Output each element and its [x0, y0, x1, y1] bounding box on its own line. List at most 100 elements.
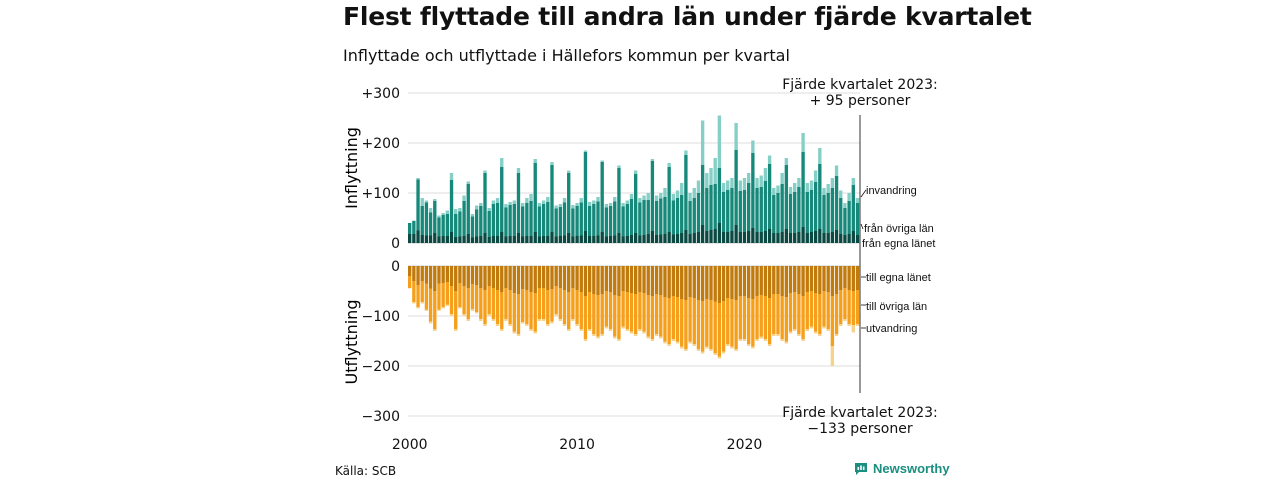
- bar-in-own-county: [558, 236, 563, 243]
- bar-in-other-counties: [412, 221, 416, 234]
- bar-out-other-counties: [654, 294, 659, 334]
- bar-in-other-counties: [834, 176, 839, 230]
- bar-out-own-county: [437, 266, 441, 284]
- bar-out-other-counties: [818, 294, 822, 334]
- bar-out-emigration: [587, 329, 592, 331]
- bar-out-emigration: [479, 319, 483, 321]
- bar-in-own-county: [705, 231, 709, 243]
- bar-in-immigration: [813, 170, 818, 182]
- bar-out-emigration: [420, 302, 424, 304]
- y-tick-label: −100: [362, 309, 400, 325]
- y-tick-label: −200: [362, 359, 400, 375]
- bar-in-other-counties: [433, 201, 437, 233]
- bar-in-other-counties: [428, 212, 433, 236]
- bar-in-other-counties: [713, 184, 717, 229]
- bar-in-own-county: [500, 232, 504, 243]
- bar-out-own-county: [487, 266, 491, 286]
- bar-in-other-counties: [747, 183, 751, 231]
- bar-out-emigration: [772, 334, 776, 336]
- bar-in-other-counties: [805, 192, 809, 233]
- bar-out-emigration: [784, 341, 789, 344]
- bar-in-own-county: [696, 232, 701, 243]
- bar-in-immigration: [696, 180, 701, 193]
- bar-in-immigration: [592, 200, 596, 204]
- bar-in-own-county: [625, 236, 629, 243]
- bar-in-own-county: [763, 231, 768, 243]
- bar-in-immigration: [767, 155, 772, 164]
- bar-in-own-county: [659, 234, 663, 243]
- bar-out-own-county: [755, 266, 759, 296]
- bar-in-other-counties: [667, 167, 671, 232]
- bar-out-other-counties: [793, 292, 797, 329]
- bar-in-immigration: [747, 173, 751, 183]
- annotation-top-line2: + 95 personer: [809, 93, 911, 109]
- bar-out-own-county: [700, 266, 705, 301]
- bar-out-own-county: [529, 266, 533, 292]
- bar-in-other-counties: [788, 194, 793, 233]
- x-tick-label: 2010: [559, 437, 595, 453]
- bar-out-other-counties: [634, 294, 638, 334]
- bar-out-own-county: [583, 266, 588, 296]
- bar-out-emigration: [721, 351, 726, 354]
- bar-out-emigration: [516, 334, 521, 336]
- bar-in-other-counties: [638, 202, 642, 236]
- bar-in-other-counties: [851, 185, 855, 231]
- bar-in-own-county: [521, 236, 525, 243]
- bar-out-other-counties: [726, 298, 730, 344]
- bar-in-own-county: [654, 235, 659, 243]
- bar-in-own-county: [751, 228, 755, 243]
- bar-in-own-county: [462, 236, 466, 243]
- bar-out-other-counties: [847, 290, 851, 324]
- bar-in-immigration: [755, 178, 759, 188]
- bar-out-emigration: [646, 336, 650, 339]
- bar-in-own-county: [454, 237, 458, 243]
- bar-in-other-counties: [671, 200, 676, 235]
- bar-out-other-counties: [462, 286, 466, 314]
- bar-in-other-counties: [801, 152, 805, 227]
- bar-out-own-county: [642, 266, 646, 293]
- bar-out-own-county: [671, 266, 676, 296]
- bar-in-other-counties: [554, 208, 558, 237]
- bar-in-immigration: [449, 173, 454, 180]
- bar-in-own-county: [738, 232, 742, 243]
- bar-out-own-county: [634, 266, 638, 294]
- bar-in-immigration: [487, 208, 491, 211]
- bar-in-own-county: [516, 233, 521, 243]
- bar-out-own-county: [462, 266, 466, 286]
- bar-out-other-counties: [533, 293, 537, 332]
- bar-in-immigration: [558, 204, 563, 207]
- bar-in-immigration: [458, 208, 462, 212]
- bar-out-own-county: [818, 266, 822, 294]
- bar-in-own-county: [441, 236, 445, 243]
- bar-in-own-county: [479, 236, 483, 243]
- bar-in-own-county: [847, 234, 851, 243]
- bar-out-emigration: [700, 351, 705, 354]
- bar-out-emigration: [604, 326, 609, 329]
- bar-out-emigration: [596, 336, 600, 339]
- bar-in-own-county: [642, 235, 646, 243]
- bar-out-own-county: [650, 266, 655, 296]
- bar-out-own-county: [834, 266, 839, 294]
- bar-out-other-counties: [855, 290, 860, 324]
- bars: [408, 115, 860, 366]
- bar-in-own-county: [600, 232, 604, 243]
- bar-in-other-counties: [487, 211, 491, 237]
- bar-out-emigration: [696, 349, 701, 351]
- bar-in-immigration: [621, 203, 625, 207]
- bar-in-other-counties: [592, 204, 596, 236]
- bar-in-immigration: [483, 170, 487, 173]
- bar-out-other-counties: [479, 288, 483, 319]
- bar-out-emigration: [793, 329, 797, 331]
- bar-out-own-county: [613, 266, 617, 295]
- bar-in-other-counties: [608, 206, 613, 236]
- bar-in-own-county: [638, 235, 642, 243]
- bar-in-immigration: [851, 178, 855, 185]
- bar-out-other-counties: [437, 283, 441, 310]
- bar-out-own-county: [408, 266, 412, 276]
- bar-in-own-county: [571, 236, 575, 243]
- bar-in-immigration: [654, 195, 659, 201]
- annotation-bottom-line2: −133 personer: [807, 421, 913, 437]
- bar-in-other-counties: [751, 153, 755, 228]
- bar-in-own-county: [755, 232, 759, 243]
- bar-in-other-counties: [839, 198, 843, 234]
